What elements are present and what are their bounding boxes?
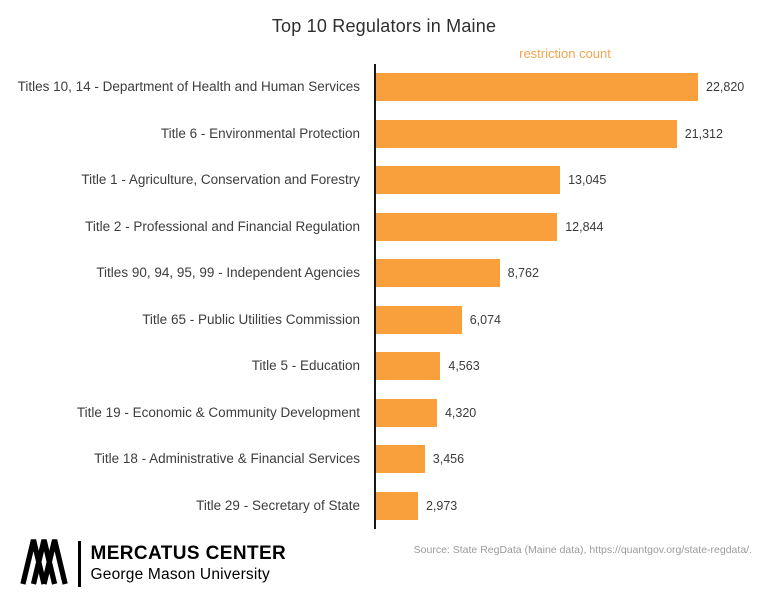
value-label: 2,973 [425,498,458,513]
bar-area: 2,973 [374,482,768,529]
category-label: Title 6 - Environmental Protection [160,125,360,141]
value-label: 4,563 [448,359,480,374]
bar-area: 22,820 [374,64,768,111]
brand-text: MERCATUS CENTER George Mason University [91,543,287,584]
value-label: 4,320 [444,405,477,420]
category-label: Title 19 - Economic & Community Developm… [76,404,360,420]
bar [376,491,418,520]
bar-area: 12,844 [374,203,768,250]
bar-area: 8,762 [374,250,768,297]
logo-divider [78,540,81,587]
value-label: 12,844 [565,219,604,234]
category-label: Title 1 - Agriculture, Conservation and … [81,172,360,188]
bar [376,166,561,195]
category-label: Titles 90, 94, 95, 99 - Independent Agen… [96,265,360,281]
bar-row: Title 18 - Administrative & Financial Se… [0,436,768,483]
bar-row: Title 65 - Public Utilities Commission 6,… [0,296,768,343]
category-label: Title 29 - Secretary of State [196,497,360,513]
category-label: Title 18 - Administrative & Financial Se… [94,451,360,467]
value-label: 13,045 [568,173,607,188]
category-label: Title 65 - Public Utilities Commission [142,311,360,327]
chart-title: Top 10 Regulators in Maine [271,16,497,36]
value-label: 6,074 [469,312,501,327]
value-label: 22,820 [706,80,745,95]
bar-area: 4,320 [374,389,768,436]
brand-name: MERCATUS CENTER [90,542,287,564]
bar [376,305,462,334]
bar-row: Title 2 - Professional and Financial Reg… [0,203,768,250]
source-text: Source: State RegData (Maine data), http… [413,544,752,556]
bar [376,259,500,288]
bar-area: 6,074 [374,296,768,343]
mercatus-logo: MERCATUS CENTER George Mason University [20,537,286,590]
category-label: Title 5 - Education [251,358,360,374]
bar-area: 3,456 [374,436,768,483]
category-label: Titles 10, 14 - Department of Health and… [17,79,360,95]
value-label: 3,456 [432,452,465,467]
bar-row: Title 6 - Environmental Protection 21,312 [0,110,768,157]
bar-row: Title 19 - Economic & Community Developm… [0,389,768,436]
bar-row: Title 5 - Education 4,563 [0,343,768,390]
bar [376,398,437,427]
bar [376,119,677,148]
value-label: 21,312 [684,126,723,141]
mercatus-logo-icon [20,537,70,590]
bar-row: Title 1 - Agriculture, Conservation and … [0,157,768,204]
bar [376,212,558,241]
bar-area: 21,312 [374,110,768,157]
bar [376,352,441,381]
category-label: Title 2 - Professional and Financial Reg… [85,218,360,234]
bar [376,73,698,102]
bar-area: 13,045 [374,157,768,204]
bar-row: Titles 90, 94, 95, 99 - Independent Agen… [0,250,768,297]
bar-row: Title 29 - Secretary of State 2,973 [0,482,768,529]
bar-row: Titles 10, 14 - Department of Health and… [0,64,768,111]
value-label: 8,762 [507,266,539,281]
bar-area: 4,563 [374,343,768,390]
bar [376,445,425,474]
bar-chart: Titles 10, 14 - Department of Health and… [0,64,768,529]
x-axis-label: restriction count [519,46,611,61]
brand-subtitle: George Mason University [90,565,270,583]
